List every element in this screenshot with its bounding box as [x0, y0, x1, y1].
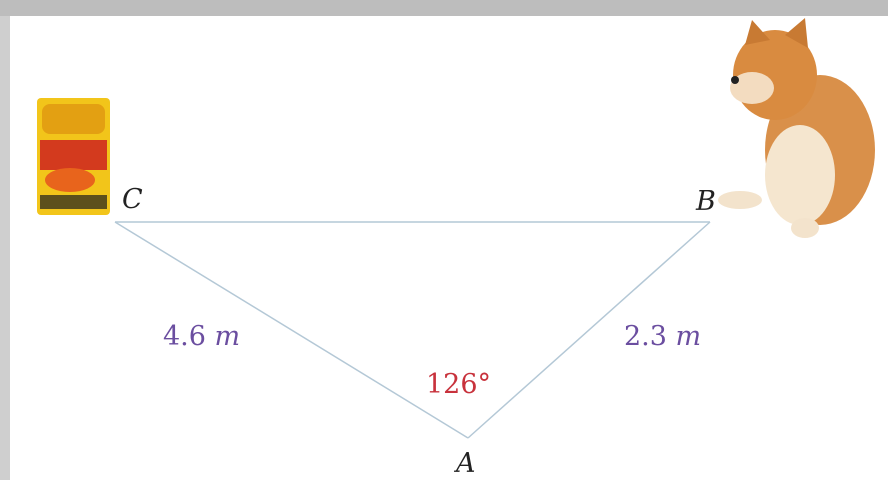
point-label: B: [695, 186, 716, 217]
top-strip: [0, 0, 888, 16]
angle-label: 126°: [426, 369, 491, 400]
chips-bag: [37, 98, 110, 215]
length-value: 4.6: [163, 321, 206, 352]
side-length: 4.6 m: [163, 321, 240, 352]
point-label: A: [453, 448, 476, 479]
bag-chips: [45, 168, 95, 192]
dog-paw: [791, 218, 819, 238]
length-unit: m: [215, 321, 241, 352]
side-length: 2.3 m: [624, 321, 701, 352]
diagram: C B A 4.6 m 2.3 m 126°: [0, 0, 888, 480]
bag-bottom: [40, 195, 107, 209]
length-unit: m: [676, 321, 702, 352]
point-label: C: [122, 184, 143, 215]
dog-nose: [731, 76, 739, 84]
bag-band: [40, 140, 107, 170]
dog-chest: [765, 125, 835, 225]
dog-paw: [718, 191, 762, 209]
length-value: 2.3: [624, 321, 667, 352]
bag-logo: [42, 104, 105, 134]
